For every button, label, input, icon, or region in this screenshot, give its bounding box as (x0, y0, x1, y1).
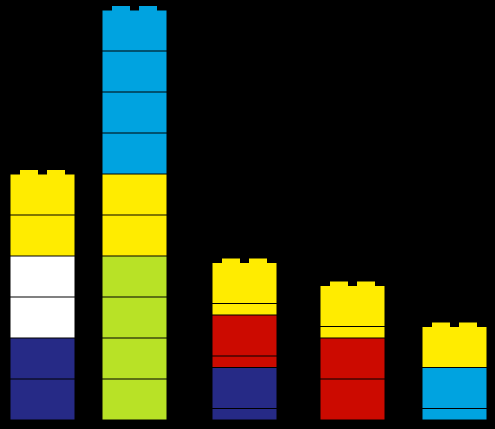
plate (421, 408, 488, 421)
plate (211, 303, 278, 316)
brick (101, 50, 168, 93)
plate (211, 355, 278, 368)
brick (101, 173, 168, 216)
stud (139, 6, 157, 11)
brick (101, 214, 168, 257)
stud (249, 258, 267, 263)
brick (101, 296, 168, 339)
brick (9, 255, 76, 298)
brick (9, 337, 76, 380)
stud (459, 322, 477, 327)
brick (211, 314, 278, 357)
brick (211, 367, 278, 409)
brick (421, 367, 488, 409)
stud (330, 281, 348, 286)
brick (101, 91, 168, 134)
brick (211, 262, 278, 304)
plate (211, 408, 278, 421)
brick (9, 173, 76, 216)
brick (101, 378, 168, 421)
brick (101, 132, 168, 175)
brick (9, 296, 76, 339)
brick (319, 285, 386, 327)
brick (319, 337, 386, 380)
brick (101, 337, 168, 380)
stud (112, 6, 130, 11)
plate (319, 326, 386, 339)
brick (9, 214, 76, 257)
stud (357, 281, 375, 286)
stud (47, 170, 65, 175)
brick (421, 326, 488, 368)
stud (20, 170, 38, 175)
brick (319, 378, 386, 421)
stud (432, 322, 450, 327)
brick (9, 378, 76, 421)
brick (101, 9, 168, 52)
stud (222, 258, 240, 263)
brick (101, 255, 168, 298)
